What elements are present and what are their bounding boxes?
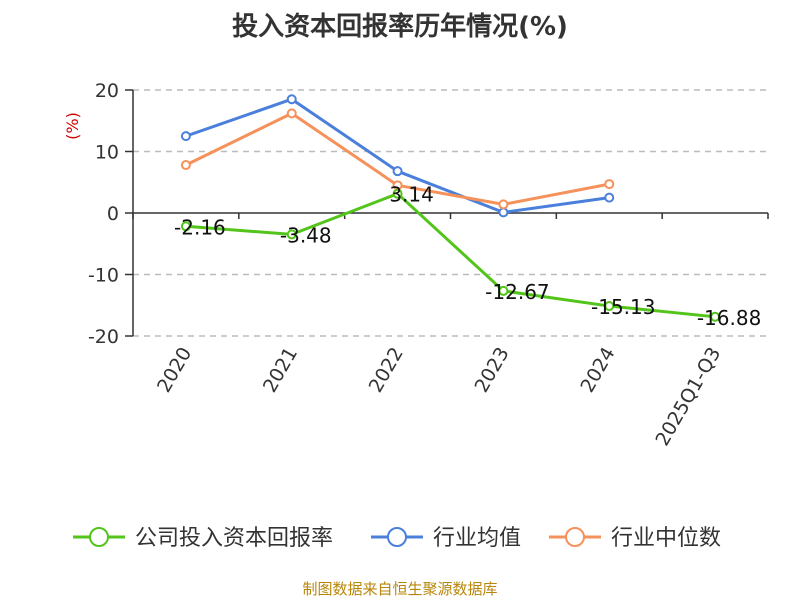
series-line bbox=[185, 192, 716, 319]
x-tick-label: 2020 bbox=[153, 344, 196, 397]
x-tick-label: 2024 bbox=[576, 344, 619, 397]
legend-label: 行业均值 bbox=[433, 526, 521, 551]
data-label: 3.14 bbox=[389, 183, 434, 207]
data-label: -15.13 bbox=[591, 295, 655, 319]
y-tick-label: -20 bbox=[88, 326, 119, 348]
y-tick-label: 20 bbox=[95, 80, 119, 102]
data-point bbox=[604, 192, 615, 203]
data-point bbox=[498, 207, 509, 218]
data-point bbox=[286, 108, 297, 119]
legend-marker bbox=[387, 527, 407, 547]
legend-marker bbox=[89, 527, 109, 547]
x-tick-label: 2025Q1-Q3 bbox=[651, 344, 725, 450]
y-axis-unit-label: (%) bbox=[63, 112, 82, 140]
legend-label: 行业中位数 bbox=[611, 526, 721, 551]
data-point bbox=[286, 94, 297, 105]
data-label: -3.48 bbox=[280, 223, 332, 247]
data-point bbox=[180, 131, 191, 142]
x-tick-label: 2022 bbox=[365, 344, 408, 397]
data-label: -12.67 bbox=[485, 280, 549, 304]
data-label: -2.16 bbox=[174, 215, 226, 239]
data-point bbox=[392, 188, 403, 199]
data-point bbox=[286, 229, 297, 240]
y-tick-label: 10 bbox=[95, 142, 119, 164]
y-tick-label: 0 bbox=[107, 203, 119, 225]
data-point bbox=[498, 199, 509, 210]
x-tick-label: 2021 bbox=[259, 344, 302, 397]
data-point bbox=[180, 221, 191, 232]
legend-label: 公司投入资本回报率 bbox=[135, 526, 333, 551]
data-point bbox=[604, 301, 615, 312]
data-label: -16.88 bbox=[697, 306, 761, 330]
data-point bbox=[710, 311, 721, 322]
data-point bbox=[392, 166, 403, 177]
legend-marker bbox=[565, 527, 585, 547]
source-attribution: 制图数据来自恒生聚源数据库 bbox=[302, 580, 498, 598]
chart-title: 投入资本回报率历年情况(%) bbox=[232, 12, 568, 42]
data-point bbox=[498, 285, 509, 296]
data-point bbox=[604, 179, 615, 190]
data-point bbox=[180, 160, 191, 171]
y-tick-label: -10 bbox=[88, 265, 119, 287]
x-tick-label: 2023 bbox=[471, 343, 514, 396]
